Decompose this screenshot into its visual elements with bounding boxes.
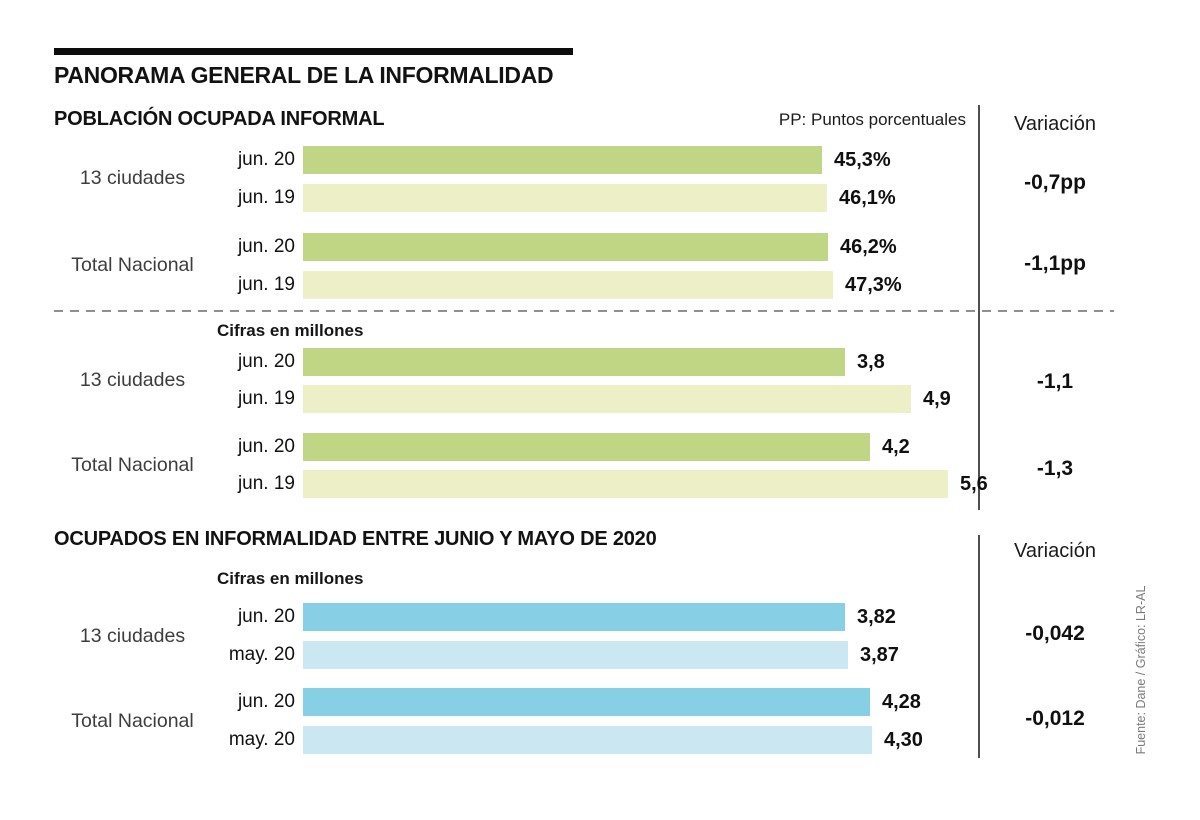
row-label: jun. 19 <box>237 473 295 494</box>
bar-value: 4,2 <box>882 435 910 458</box>
bar-row: 3,87 <box>303 641 899 669</box>
group-label: 13 ciudades <box>79 369 186 391</box>
bar <box>303 726 872 754</box>
bar-value: 4,9 <box>923 387 951 410</box>
section-title-poblacion: POBLACIÓN OCUPADA INFORMAL <box>54 108 385 130</box>
bar-row: 4,2 <box>303 433 910 461</box>
page-title: PANORAMA GENERAL DE LA INFORMALIDAD <box>54 62 554 88</box>
row-label: may. 20 <box>228 729 295 750</box>
bar-value: 3,87 <box>860 643 899 666</box>
group-label: Total Nacional <box>71 710 194 732</box>
variation-value: -1,1 <box>1036 370 1074 393</box>
bar-row: 4,9 <box>303 385 951 413</box>
variation-header-top: Variación <box>1014 113 1096 135</box>
row-label: jun. 20 <box>237 351 295 372</box>
bar <box>303 233 828 261</box>
bar-row: 4,28 <box>303 688 921 716</box>
row-label: jun. 20 <box>237 436 295 457</box>
row-label: jun. 19 <box>237 388 295 409</box>
group-label: Total Nacional <box>71 454 194 476</box>
variation-value: -1,1pp <box>1024 252 1086 275</box>
bar <box>303 470 948 498</box>
section-title-ocupados: OCUPADOS EN INFORMALIDAD ENTRE JUNIO Y M… <box>54 528 657 550</box>
bar <box>303 271 833 299</box>
bar-row: 46,1% <box>303 184 896 212</box>
pp-note: PP: Puntos porcentuales <box>778 110 966 129</box>
variation-value: -1,3 <box>1036 457 1074 480</box>
variation-value: -0,042 <box>1025 622 1085 645</box>
bar-row: 3,82 <box>303 603 896 631</box>
bar-value: 46,1% <box>839 186 896 209</box>
bar <box>303 146 822 174</box>
row-label: may. 20 <box>228 644 295 665</box>
row-label: jun. 19 <box>237 274 295 295</box>
bar-row: 45,3% <box>303 146 891 174</box>
variation-value: -0,012 <box>1025 707 1085 730</box>
bar <box>303 348 845 376</box>
row-label: jun. 20 <box>237 691 295 712</box>
bar-value: 3,82 <box>857 605 896 628</box>
bar-row: 47,3% <box>303 271 902 299</box>
bar-row: 46,2% <box>303 233 897 261</box>
bar-row: 3,8 <box>303 348 885 376</box>
row-label: jun. 20 <box>237 149 295 170</box>
bar-value: 46,2% <box>840 235 897 258</box>
bar-value: 4,30 <box>884 728 923 751</box>
row-label: jun. 19 <box>237 187 295 208</box>
row-label: jun. 20 <box>237 236 295 257</box>
source-credit: Fuente: Dane / Gráfico: LR-AL <box>1134 585 1148 755</box>
bar-row: 4,30 <box>303 726 923 754</box>
bar <box>303 433 870 461</box>
bar-value: 5,6 <box>960 472 988 495</box>
top-rule <box>54 48 573 55</box>
bar <box>303 641 848 669</box>
variation-header-bottom: Variación <box>1014 540 1096 562</box>
dashed-divider <box>54 310 1114 312</box>
row-label: jun. 20 <box>237 606 295 627</box>
divider-vertical-top <box>978 105 980 510</box>
subtitle-cifras-millones: Cifras en millones <box>217 569 364 588</box>
bar <box>303 603 845 631</box>
group-label: 13 ciudades <box>79 167 186 189</box>
bar-value: 3,8 <box>857 350 885 373</box>
bar-row: 5,6 <box>303 470 988 498</box>
bar-value: 45,3% <box>834 148 891 171</box>
bar <box>303 385 911 413</box>
bar-value: 4,28 <box>882 690 921 713</box>
subtitle-cifras-millones: Cifras en millones <box>217 321 364 340</box>
bar <box>303 688 870 716</box>
group-label: 13 ciudades <box>79 625 186 647</box>
group-label: Total Nacional <box>71 254 194 276</box>
bar-value: 47,3% <box>845 273 902 296</box>
divider-vertical-bottom <box>978 535 980 758</box>
bar <box>303 184 827 212</box>
variation-value: -0,7pp <box>1024 171 1086 194</box>
